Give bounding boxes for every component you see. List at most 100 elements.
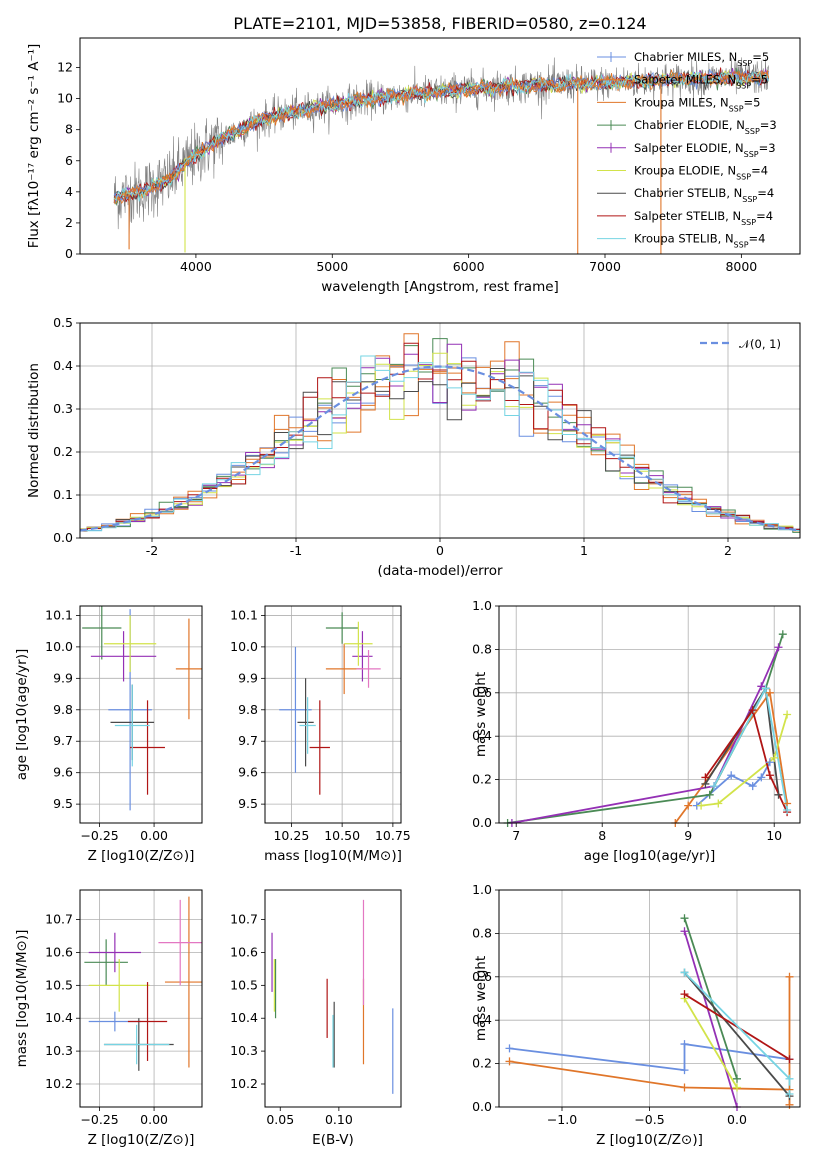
mass-weight-marker [785,1055,794,1064]
y-tick-label: 9.6 [238,765,258,780]
residual-histogram [80,343,800,531]
mass-weight-marker [774,643,783,652]
y-tick-label: 0 [65,246,73,261]
y-tick-label: 0.3 [53,401,73,416]
plot-area [113,57,769,254]
axes-frame [264,605,402,824]
x-tick-label: 10.75 [375,828,411,843]
y-tick-label: 0.4 [472,728,492,743]
legend-label: Kroupa STELIB, NSSP=4 [634,232,765,250]
mass-weight-marker [748,782,757,791]
chart-residuals: -2 -1 0 1 2 0.0 0.1 0.2 0.3 0.4 0.5 (data-model)/er… [26,315,801,579]
gaussian-curve [80,365,800,532]
y-tick-label: 10.2 [45,1076,73,1091]
legend-label: Kroupa MILES, NSSP=5 [634,95,761,113]
residual-histogram [80,352,800,531]
x-axis-label: Z [log10(Z/Z⊙)] [88,1132,195,1148]
legend: Chabrier MILES, NSSP=5 Salpeter MILES, NS… [597,50,777,249]
x-tick-label: 0.10 [325,1112,353,1127]
mass-weight-marker [765,771,774,780]
mass-weight-marker [765,758,774,767]
mass-weight-line [683,930,738,1107]
y-axis-label: Normed distribution [26,363,42,498]
plot-area [507,633,788,823]
mass-weight-line [511,646,780,823]
y-tick-label: 0.6 [472,685,492,700]
mass-weight-marker [785,1074,794,1083]
legend-label: Kroupa ELODIE, NSSP=4 [634,164,768,182]
mass-weight-line [683,998,738,1088]
y-tick-label: 9.6 [53,765,73,780]
x-tick-label: 10 [766,828,782,843]
y-tick-label: 10.5 [45,977,73,992]
mass-weight-marker [505,1044,514,1053]
y-axis-label: Flux [fλ10⁻¹⁷ erg cm⁻² s⁻¹ A⁻¹] [26,44,42,249]
chart-mass-vs-Z: −0.25 0.00 10.2 10.3 10.4 10.5 10.6 10.7 Z [log1… [14,889,203,1148]
legend-label: Salpeter ELODIE, NSSP=3 [634,141,776,159]
x-tick-label: 10.25 [273,828,309,843]
residual-histogram [80,357,800,531]
x-tick-label: 2 [724,543,732,558]
plot-area [279,612,381,795]
legend-label: Chabrier ELODIE, NSSP=3 [634,118,777,136]
mass-weight-marker [765,688,774,697]
mass-weight-marker [684,801,693,810]
mass-weight-marker [701,773,710,782]
x-tick-label: 5000 [316,259,348,274]
x-tick-label: 10.50 [324,828,360,843]
figure-title: PLATE=2101, MJD=53858, FIBERID=0580, z=0… [233,14,646,33]
legend-label: 𝒩(0, 1) [739,337,781,351]
mass-weight-marker [770,753,779,762]
mass-weight-marker [785,1089,794,1098]
mass-weight-marker [697,801,706,810]
mass-weight-marker [505,1057,514,1066]
y-tick-label: 0.8 [472,925,492,940]
axes-frame [79,322,801,539]
mass-weight-marker [733,1074,741,1083]
mass-weight-marker [680,914,689,923]
y-axis-label: age [log10(age/yr)] [14,649,30,781]
x-tick-label: −0.5 [634,1112,664,1127]
mass-weight-marker [757,773,766,782]
y-tick-label: 10.6 [230,944,258,959]
x-tick-label: 9 [684,828,692,843]
y-tick-label: 0.6 [472,969,492,984]
axes-frame [264,889,402,1108]
mass-weight-line [683,971,791,1097]
x-tick-label: 0.00 [140,828,168,843]
y-tick-label: 10.6 [45,944,73,959]
mass-weight-marker [680,990,689,999]
x-tick-label: −0.25 [80,1112,118,1127]
chart-age-vs-mass: 10.25 10.50 10.75 9.5 9.6 9.7 9.8 9.9 10.0 10.1 ma… [230,605,411,864]
y-tick-label: 10.4 [230,1010,258,1025]
mass-weight-marker [680,1066,689,1075]
chart-age-vs-Z: −0.25 0.00 9.5 9.6 9.7 9.8 9.9 10.0 10.1 Z [log10… [14,605,203,864]
y-tick-label: 8 [65,122,73,137]
y-tick-label: 0.2 [53,444,73,459]
y-tick-label: 10.2 [230,1076,258,1091]
y-tick-label: 0.2 [472,1056,492,1071]
mass-weight-line [674,690,788,823]
x-tick-label: 0.00 [140,1112,168,1127]
y-tick-label: 0.0 [53,530,73,545]
spectrum-model-line [113,70,769,202]
chart-massweight-vs-Z: −1.0 −0.5 0.0 0.0 0.2 0.4 0.6 0.8 1.0 Z [log10(Z/… [472,882,801,1148]
plot-area [82,606,202,811]
mass-weight-marker [748,706,757,715]
x-tick-label: 6000 [453,259,485,274]
chart-spectrum: 4000 5000 6000 7000 8000 0 2 4 6 8 10 12 wavelength … [26,37,801,295]
x-tick-label: 0.05 [266,1112,294,1127]
x-axis-label: age [log10(age/yr)] [584,848,716,864]
x-tick-label: 0 [436,543,444,558]
y-axis-label: mass weight [473,956,489,1041]
y-tick-label: 0.5 [53,315,73,330]
x-axis-label: (data-model)/error [377,563,503,579]
y-tick-label: 9.8 [53,702,73,717]
mass-weight-marker [774,790,783,799]
y-tick-label: 10.7 [230,912,258,927]
x-tick-label: 8000 [725,259,757,274]
mass-weight-marker [727,771,736,780]
y-tick-label: 9.5 [238,796,258,811]
mass-weight-line [700,714,788,807]
